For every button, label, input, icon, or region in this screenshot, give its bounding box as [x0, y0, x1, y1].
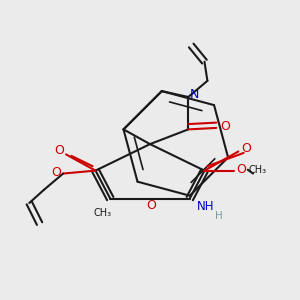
Text: O: O [236, 163, 246, 176]
Text: CH₃: CH₃ [94, 208, 112, 218]
Text: O: O [242, 142, 251, 155]
Text: NH: NH [197, 200, 215, 213]
Text: O: O [51, 166, 61, 178]
Text: O: O [54, 144, 64, 158]
Text: CH₃: CH₃ [248, 165, 266, 175]
Text: N: N [190, 88, 199, 100]
Text: O: O [220, 120, 230, 133]
Text: O: O [146, 200, 156, 212]
Text: H: H [215, 211, 223, 221]
